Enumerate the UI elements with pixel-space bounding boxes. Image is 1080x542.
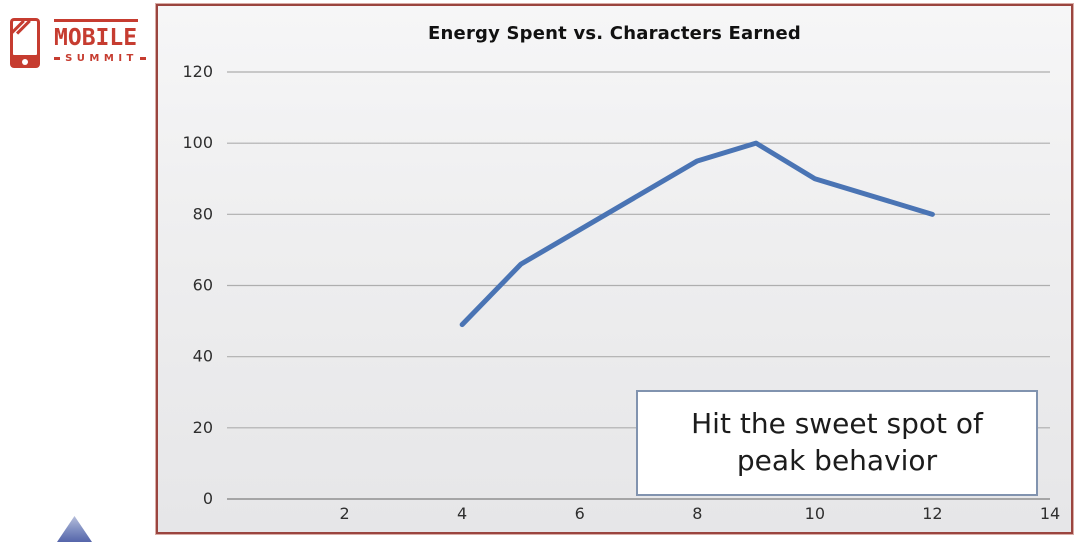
annotation-line: peak behavior	[736, 444, 938, 477]
x-axis-tick-label: 8	[692, 504, 702, 523]
logo-top-rule	[54, 19, 138, 22]
x-axis-tick-label: 10	[805, 504, 825, 523]
x-axis-tick-label: 6	[575, 504, 585, 523]
chart-canvas: 0 20 40 60 80 100 120 2 4 6 8 10 12 14	[182, 62, 1060, 523]
data-series-line	[459, 140, 935, 328]
chart-title: Energy Spent vs. Characters Earned	[428, 23, 801, 44]
logo-summit-row: SUMMIT	[54, 53, 146, 64]
triangle-decoration	[57, 516, 92, 542]
chart-container: Energy Spent vs. Characters Earned 0 20 40…	[156, 4, 1073, 534]
y-axis-tick-label: 0	[203, 489, 213, 508]
x-axis-tick-label: 4	[457, 504, 467, 523]
phone-icon	[10, 18, 40, 68]
y-axis-tick-label: 60	[193, 276, 213, 295]
annotation-line: Hit the sweet spot of	[691, 407, 983, 441]
y-axis-tick-label: 20	[193, 418, 213, 437]
y-axis-tick-label: 120	[182, 62, 213, 81]
x-axis-tick-label: 12	[922, 504, 942, 523]
x-axis-tick-label: 14	[1040, 504, 1060, 523]
phone-home-button-icon	[22, 59, 28, 65]
logo-dash	[54, 57, 61, 60]
y-axis-tick-label: 100	[182, 133, 213, 152]
logo-text: MOBILE SUMMIT	[54, 19, 146, 64]
annotation-callout: Hit the sweet spot of peak behavior	[636, 390, 1038, 496]
mobile-summit-logo: MOBILE SUMMIT	[8, 14, 150, 76]
phone-screen	[13, 21, 37, 55]
y-axis-tick-label: 80	[193, 204, 213, 223]
logo-mobile-label: MOBILE	[54, 25, 138, 51]
x-axis-tick-label: 2	[339, 504, 349, 523]
logo-summit-label: SUMMIT	[65, 53, 138, 64]
logo-dash	[139, 57, 146, 60]
y-axis-tick-label: 40	[193, 347, 213, 366]
